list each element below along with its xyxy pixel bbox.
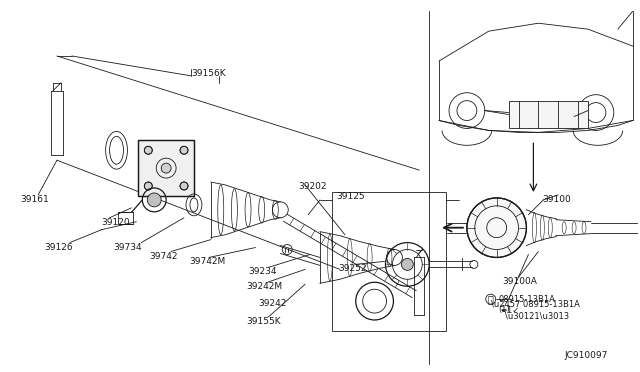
Text: 39242: 39242: [259, 299, 287, 308]
Bar: [138, 140, 194, 196]
Circle shape: [161, 163, 171, 173]
Text: 39100A: 39100A: [502, 277, 538, 286]
Text: 39734: 39734: [113, 243, 142, 251]
Text: \u2457 08915-13B1A: \u2457 08915-13B1A: [491, 299, 580, 308]
Circle shape: [147, 193, 161, 207]
Bar: [332, 192, 446, 331]
Text: 08915-13B1A: 08915-13B1A: [499, 295, 556, 304]
Text: JC910097: JC910097: [564, 351, 607, 360]
Circle shape: [145, 146, 152, 154]
Text: 39202: 39202: [298, 182, 326, 191]
Circle shape: [401, 259, 413, 270]
Text: 39252: 39252: [338, 264, 366, 273]
Bar: [138, 140, 194, 196]
Circle shape: [180, 182, 188, 190]
Text: \u30121\u3013: \u30121\u3013: [504, 311, 569, 320]
Circle shape: [467, 198, 527, 257]
Text: 39125: 39125: [336, 192, 365, 201]
Bar: [118, 212, 133, 224]
Text: 39100: 39100: [542, 195, 571, 204]
Bar: [509, 101, 588, 128]
Text: 39155K: 39155K: [246, 317, 281, 326]
Circle shape: [180, 146, 188, 154]
Text: 39161: 39161: [20, 195, 49, 204]
Text: 39126: 39126: [44, 243, 73, 251]
Text: 39742M: 39742M: [189, 257, 225, 266]
Circle shape: [145, 182, 152, 190]
Text: (1): (1): [499, 305, 511, 314]
Text: 39156K: 39156K: [191, 69, 225, 78]
Text: 39742: 39742: [149, 251, 178, 260]
Text: 39242M: 39242M: [246, 282, 283, 291]
Text: ✒1✓: ✒1✓: [500, 305, 520, 315]
Text: 39234: 39234: [248, 267, 277, 276]
Text: ⓦ: ⓦ: [488, 294, 493, 304]
Text: 39120: 39120: [102, 218, 131, 227]
